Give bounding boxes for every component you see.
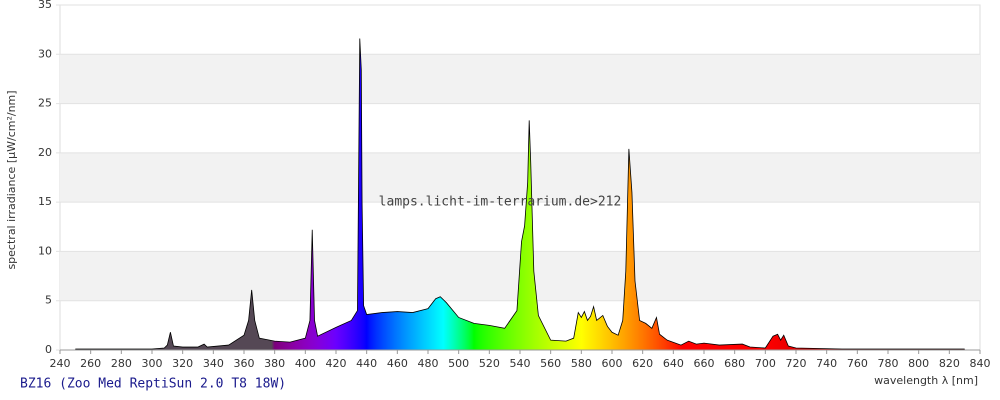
x-tick-label: 660 xyxy=(694,357,715,370)
y-tick-label: 15 xyxy=(38,195,52,208)
x-tick-label: 360 xyxy=(234,357,255,370)
x-tick-label: 320 xyxy=(172,357,193,370)
x-tick-label: 480 xyxy=(418,357,439,370)
grid-band xyxy=(60,54,980,104)
x-tick-label: 240 xyxy=(50,357,71,370)
x-tick-label: 680 xyxy=(724,357,745,370)
x-tick-label: 440 xyxy=(356,357,377,370)
x-tick-label: 540 xyxy=(510,357,531,370)
x-tick-label: 840 xyxy=(970,357,991,370)
x-tick-label: 760 xyxy=(847,357,868,370)
x-tick-label: 580 xyxy=(571,357,592,370)
y-axis-label: spectral irradiance [µW/cm²/nm] xyxy=(5,90,18,269)
caption: BZ16 (Zoo Med ReptiSun 2.0 T8 18W) xyxy=(20,377,286,392)
x-tick-label: 380 xyxy=(264,357,285,370)
grid-band xyxy=(60,152,980,203)
x-tick-label: 280 xyxy=(111,357,132,370)
x-tick-label: 500 xyxy=(448,357,469,370)
y-tick-label: 25 xyxy=(38,97,52,110)
x-tick-label: 400 xyxy=(295,357,316,370)
x-tick-label: 560 xyxy=(540,357,561,370)
x-tick-label: 420 xyxy=(326,357,347,370)
y-tick-label: 20 xyxy=(38,146,52,159)
x-tick-label: 820 xyxy=(939,357,960,370)
x-tick-label: 740 xyxy=(816,357,837,370)
x-tick-label: 520 xyxy=(479,357,500,370)
x-tick-label: 800 xyxy=(908,357,929,370)
watermark: lamps.licht-im-terrarium.de>212 xyxy=(379,195,622,210)
x-tick-label: 460 xyxy=(387,357,408,370)
y-tick-label: 35 xyxy=(38,0,52,11)
y-tick-label: 30 xyxy=(38,47,52,60)
x-axis-label: wavelength λ [nm] xyxy=(874,374,978,387)
x-tick-label: 720 xyxy=(786,357,807,370)
y-tick-label: 10 xyxy=(38,244,52,257)
x-tick-label: 700 xyxy=(755,357,776,370)
spectrum-line xyxy=(75,38,965,350)
y-tick-label: 0 xyxy=(45,343,52,356)
x-tick-label: 340 xyxy=(203,357,224,370)
x-tick-label: 620 xyxy=(632,357,653,370)
x-tick-label: 780 xyxy=(878,357,899,370)
y-tick-label: 5 xyxy=(45,294,52,307)
x-tick-label: 600 xyxy=(602,357,623,370)
x-tick-label: 640 xyxy=(663,357,684,370)
spectrum-area xyxy=(75,38,965,350)
x-tick-label: 300 xyxy=(142,357,163,370)
x-tick-label: 260 xyxy=(80,357,101,370)
